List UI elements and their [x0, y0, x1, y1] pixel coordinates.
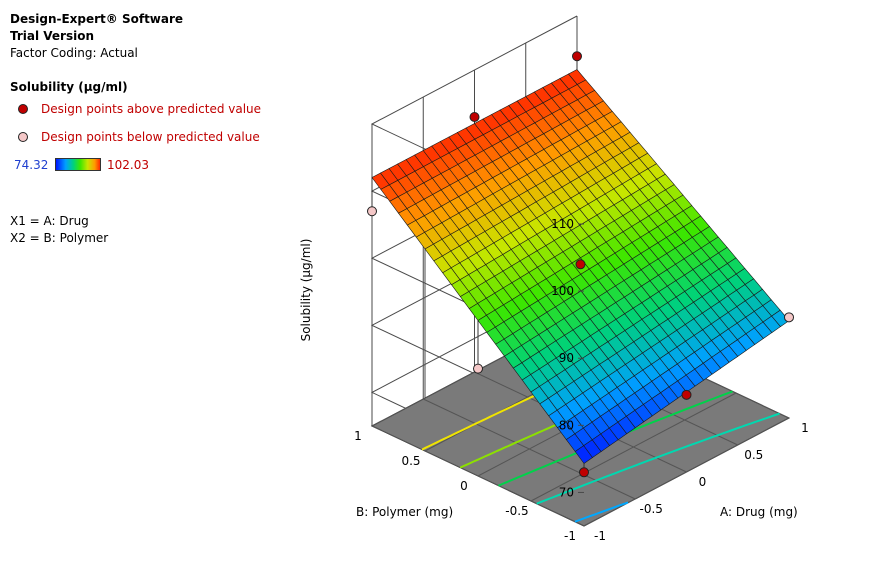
z-tick-label: 70 — [559, 485, 574, 499]
z-tick-label: 110 — [551, 217, 574, 231]
y-tick-label: 0 — [460, 479, 468, 493]
below-legend-label: Design points below predicted value — [41, 130, 260, 144]
y-tick-label: 0.5 — [401, 454, 420, 468]
y-axis-title: B: Polymer (mg) — [356, 505, 453, 519]
above-legend-label: Design points above predicted value — [41, 102, 262, 116]
design-point-below — [784, 312, 794, 323]
design-points — [367, 51, 794, 478]
response-title: Solubility (µg/ml) — [10, 80, 128, 94]
y-tick-label: 1 — [354, 429, 362, 443]
x-tick-label: -1 — [594, 529, 606, 543]
colorbar-gradient — [55, 158, 101, 171]
x-tick-label: 1 — [801, 421, 809, 435]
z-tick-label: 80 — [559, 418, 574, 432]
design-point-below — [473, 363, 483, 374]
factor-x2-label: X2 = B: Polymer — [10, 231, 109, 245]
contour-line — [536, 412, 780, 505]
above-marker-icon — [18, 104, 28, 114]
y-tick-label: -0.5 — [505, 504, 528, 518]
design-point-above — [681, 389, 692, 400]
design-point-above — [469, 111, 480, 122]
below-marker-icon — [18, 132, 28, 142]
colorbar-min-label: 74.32 — [14, 158, 49, 172]
response-surface — [371, 69, 790, 464]
colorbar-max-label: 102.03 — [107, 158, 149, 172]
design-point-above — [575, 259, 586, 270]
surface-cell — [771, 309, 790, 328]
factor-x1-label: X1 = A: Drug — [10, 214, 89, 228]
x-tick-label: 0.5 — [744, 448, 763, 462]
contour-line — [574, 501, 629, 523]
design-point-above — [579, 467, 589, 478]
version-label: Trial Version — [10, 29, 95, 43]
design-point-above — [572, 51, 582, 62]
x-tick-label: 0 — [699, 475, 707, 489]
design-point-below — [367, 206, 377, 217]
x-axis-title: A: Drug (mg) — [720, 505, 798, 519]
z-tick-label: 90 — [559, 351, 574, 365]
factor-coding-label: Factor Coding: Actual — [10, 46, 138, 60]
y-tick-label: -1 — [564, 529, 576, 543]
x-tick-label: -0.5 — [640, 502, 663, 516]
z-tick-label: 100 — [551, 284, 574, 298]
z-axis-title: Solubility (µg/ml) — [299, 239, 313, 342]
axis-labels: 70 80 90 100 110 -1 -0.5 0 0.5 1 -1 -0.5 0 0.5 1 — [354, 217, 809, 543]
software-title: Design-Expert® Software — [10, 12, 184, 26]
